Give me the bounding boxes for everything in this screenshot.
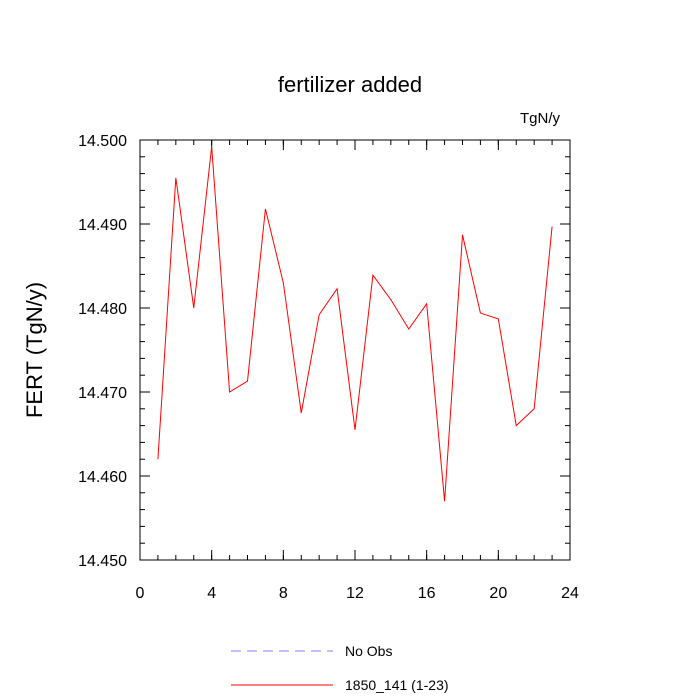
- legend-label: 1850_141 (1-23): [345, 677, 449, 693]
- legend: No Obs 1850_141 (1-23): [231, 643, 449, 693]
- x-tick-label: 0: [136, 585, 145, 602]
- x-tick-label: 12: [346, 585, 364, 602]
- units-label: TgN/y: [520, 110, 561, 127]
- series-line: [157, 146, 553, 502]
- y-tick-label: 14.500: [78, 133, 127, 150]
- y-axis-label: FERT (TgN/y): [22, 282, 47, 418]
- legend-label: No Obs: [345, 643, 392, 659]
- y-tick-label: 14.450: [78, 553, 127, 570]
- x-tick-label: 16: [418, 585, 436, 602]
- x-tick-label: 8: [279, 585, 288, 602]
- y-tick-label: 14.460: [78, 469, 127, 486]
- y-tick-label: 14.480: [78, 301, 127, 318]
- y-tick-label: 14.470: [78, 385, 127, 402]
- chart-title: fertilizer added: [278, 72, 422, 97]
- plot-area: [139, 139, 571, 561]
- x-tick-label: 4: [207, 585, 216, 602]
- x-tick-label: 24: [561, 585, 579, 602]
- y-tick-label: 14.490: [78, 217, 127, 234]
- x-tick-label: 20: [489, 585, 507, 602]
